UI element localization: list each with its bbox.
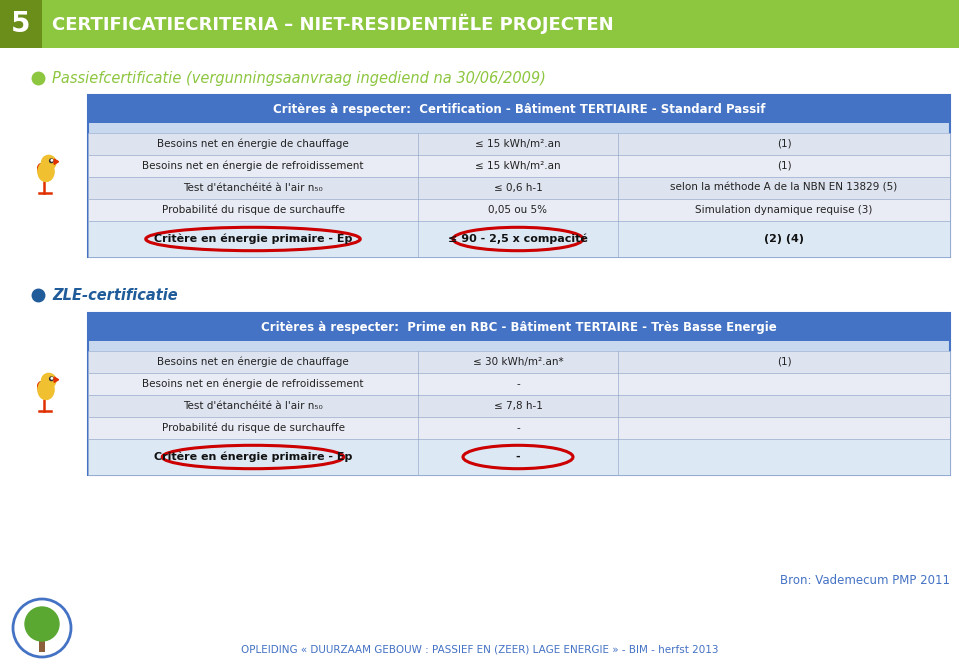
- Ellipse shape: [38, 380, 54, 399]
- FancyBboxPatch shape: [88, 221, 950, 257]
- Text: ZLE-certificatie: ZLE-certificatie: [52, 287, 177, 303]
- Text: Critères à respecter:  Prime en RBC - Bâtiment TERTAIRE - Très Basse Energie: Critères à respecter: Prime en RBC - Bât…: [261, 321, 777, 333]
- Text: (2) (4): (2) (4): [764, 234, 804, 244]
- Text: 0,05 ou 5%: 0,05 ou 5%: [488, 205, 548, 215]
- Text: ≤ 7,8 h-1: ≤ 7,8 h-1: [494, 401, 543, 411]
- FancyBboxPatch shape: [88, 373, 950, 395]
- Text: ≤ 15 kWh/m².an: ≤ 15 kWh/m².an: [476, 139, 561, 149]
- Ellipse shape: [38, 162, 54, 181]
- Text: Besoins net en énergie de chauffage: Besoins net en énergie de chauffage: [157, 357, 349, 367]
- Circle shape: [51, 378, 53, 379]
- Text: ≤ 15 kWh/m².an: ≤ 15 kWh/m².an: [476, 161, 561, 171]
- Text: Besoins net en énergie de refroidissement: Besoins net en énergie de refroidissemen…: [142, 378, 363, 389]
- FancyBboxPatch shape: [88, 417, 950, 439]
- FancyBboxPatch shape: [88, 439, 950, 475]
- Text: ≤ 0,6 h-1: ≤ 0,6 h-1: [494, 183, 543, 193]
- Ellipse shape: [37, 382, 47, 394]
- Circle shape: [51, 160, 53, 161]
- FancyBboxPatch shape: [88, 199, 950, 221]
- Ellipse shape: [13, 599, 71, 657]
- Text: (1): (1): [777, 161, 791, 171]
- Ellipse shape: [37, 164, 47, 176]
- FancyBboxPatch shape: [88, 177, 950, 199]
- Text: Besoins net en énergie de chauffage: Besoins net en énergie de chauffage: [157, 139, 349, 149]
- Text: Critère en énergie primaire - Ep: Critère en énergie primaire - Ep: [153, 234, 352, 244]
- Text: CERTIFICATIECRITERIA – NIET-RESIDENTIËLE PROJECTEN: CERTIFICATIECRITERIA – NIET-RESIDENTIËLE…: [52, 14, 614, 34]
- Text: Besoins net en énergie de refroidissement: Besoins net en énergie de refroidissemen…: [142, 161, 363, 171]
- Text: (1): (1): [777, 357, 791, 367]
- Text: ≤ 90 - 2,5 x compacité: ≤ 90 - 2,5 x compacité: [448, 234, 588, 244]
- Text: -: -: [516, 423, 520, 433]
- FancyBboxPatch shape: [0, 0, 42, 48]
- FancyBboxPatch shape: [88, 395, 950, 417]
- Text: Bron: Vademecum PMP 2011: Bron: Vademecum PMP 2011: [780, 574, 950, 586]
- Text: Test d'étanchéité à l'air n₅₀: Test d'étanchéité à l'air n₅₀: [183, 401, 323, 411]
- FancyBboxPatch shape: [88, 133, 950, 155]
- FancyBboxPatch shape: [0, 0, 959, 48]
- Text: 5: 5: [12, 10, 31, 38]
- FancyBboxPatch shape: [88, 313, 950, 341]
- Circle shape: [41, 373, 56, 388]
- Text: ≤ 30 kWh/m².an*: ≤ 30 kWh/m².an*: [473, 357, 563, 367]
- Text: Test d'étanchéité à l'air n₅₀: Test d'étanchéité à l'air n₅₀: [183, 183, 323, 193]
- FancyBboxPatch shape: [88, 351, 950, 373]
- Polygon shape: [54, 377, 58, 382]
- Text: Probabilité du risque de surchauffe: Probabilité du risque de surchauffe: [161, 423, 344, 433]
- FancyBboxPatch shape: [88, 95, 950, 123]
- Text: Simulation dynamique requise (3): Simulation dynamique requise (3): [695, 205, 873, 215]
- Text: Probabilité du risque de surchauffe: Probabilité du risque de surchauffe: [161, 205, 344, 215]
- Text: Passiefcertificatie (vergunningsaanvraag ingediend na 30/06/2009): Passiefcertificatie (vergunningsaanvraag…: [52, 70, 546, 85]
- Text: -: -: [516, 452, 521, 462]
- Text: Critère en énergie primaire - Ep: Critère en énergie primaire - Ep: [153, 452, 352, 462]
- Text: OPLEIDING « DUURZAAM GEBOUW : PASSIEF EN (ZEER) LAGE ENERGIE » - BIM - herfst 20: OPLEIDING « DUURZAAM GEBOUW : PASSIEF EN…: [242, 645, 718, 655]
- FancyBboxPatch shape: [39, 638, 45, 652]
- FancyBboxPatch shape: [88, 95, 950, 257]
- FancyBboxPatch shape: [88, 155, 950, 177]
- FancyBboxPatch shape: [88, 313, 950, 475]
- Text: -: -: [516, 379, 520, 389]
- Circle shape: [41, 156, 56, 170]
- Text: selon la méthode A de la NBN EN 13829 (5): selon la méthode A de la NBN EN 13829 (5…: [670, 183, 898, 193]
- Text: (1): (1): [777, 139, 791, 149]
- Text: Critères à respecter:  Certification - Bâtiment TERTIAIRE - Standard Passif: Critères à respecter: Certification - Bâ…: [272, 103, 765, 115]
- Circle shape: [25, 607, 59, 641]
- Polygon shape: [54, 159, 58, 164]
- Circle shape: [50, 377, 53, 380]
- Circle shape: [50, 159, 53, 162]
